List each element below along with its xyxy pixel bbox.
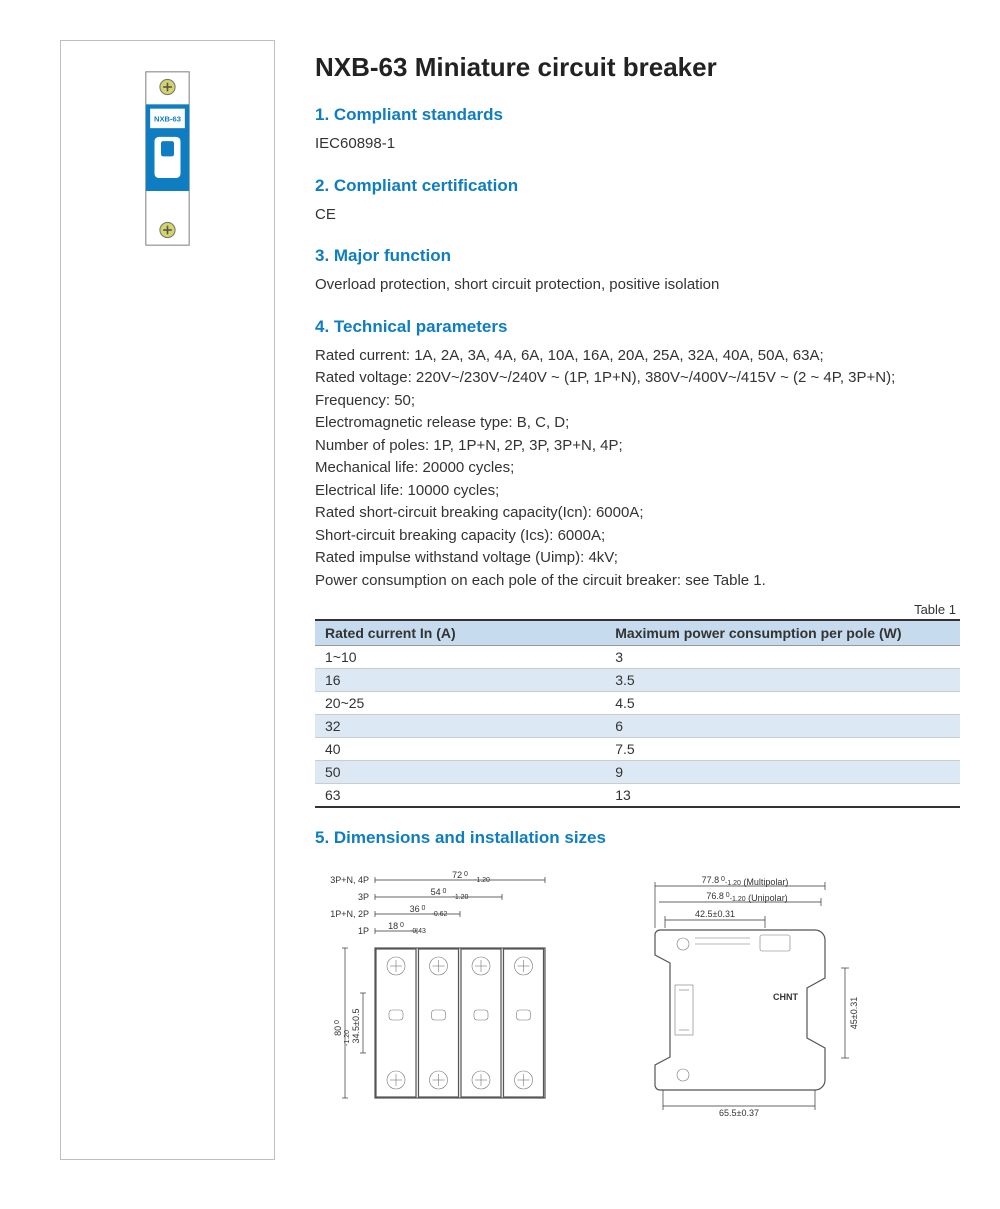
table-cell: 20~25 — [315, 692, 605, 715]
parameter-line: Rated impulse withstand voltage (Uimp): … — [315, 547, 960, 570]
parameter-line: Rated voltage: 220V~/230V~/240V ~ (1P, 1… — [315, 367, 960, 390]
svg-text:45±0.31: 45±0.31 — [849, 997, 859, 1029]
table-cell: 32 — [315, 715, 605, 738]
svg-text:3P: 3P — [358, 892, 369, 902]
sidebar: NXB-63 — [60, 40, 275, 1160]
svg-text:34.5±0.5: 34.5±0.5 — [351, 1009, 361, 1044]
svg-text:77.8 0-1.20 (Multipolar): 77.8 0-1.20 (Multipolar) — [702, 875, 789, 887]
table-cell: 6 — [605, 715, 960, 738]
table-row: 326 — [315, 715, 960, 738]
content: NXB-63 Miniature circuit breaker 1. Comp… — [315, 40, 960, 1160]
page-title: NXB-63 Miniature circuit breaker — [315, 52, 960, 83]
svg-text:-0.62: -0.62 — [432, 911, 448, 918]
table-cell: 40 — [315, 738, 605, 761]
table-cell: 7.5 — [605, 738, 960, 761]
standards-text: IEC60898-1 — [315, 133, 960, 156]
svg-text:80 0: 80 0 — [333, 1020, 343, 1036]
svg-text:76.8 0-1.20 (Unipolar): 76.8 0-1.20 (Unipolar) — [706, 891, 787, 903]
svg-text:-1.20: -1.20 — [344, 1030, 351, 1046]
parameter-line: Power consumption on each pole of the ci… — [315, 570, 960, 593]
table-cell: 13 — [605, 784, 960, 808]
table-cell: 4.5 — [605, 692, 960, 715]
svg-text:1P: 1P — [358, 926, 369, 936]
table-cell: 50 — [315, 761, 605, 784]
parameter-line: Mechanical life: 20000 cycles; — [315, 457, 960, 480]
parameter-line: Electrical life: 10000 cycles; — [315, 480, 960, 503]
side-view-diagram: 77.8 0-1.20 (Multipolar) 76.8 0-1.20 (Un… — [615, 868, 875, 1118]
parameter-line: Frequency: 50; — [315, 390, 960, 413]
section-heading-dimensions: 5. Dimensions and installation sizes — [315, 828, 960, 848]
parameters-block: Rated current: 1A, 2A, 3A, 4A, 6A, 10A, … — [315, 345, 960, 593]
table-cell: 63 — [315, 784, 605, 808]
svg-text:54 0: 54 0 — [431, 887, 447, 897]
front-view-diagram: 3P+N, 4P 72 0 -1.20 3P 54 0 -1.20 1P+N, 2P 36 0… — [315, 868, 575, 1118]
svg-text:-1.20: -1.20 — [453, 894, 469, 901]
table-cell: 9 — [605, 761, 960, 784]
svg-text:NXB-63: NXB-63 — [154, 115, 181, 124]
table-col-power: Maximum power consumption per pole (W) — [605, 620, 960, 646]
table-row: 407.5 — [315, 738, 960, 761]
dimension-diagrams: 3P+N, 4P 72 0 -1.20 3P 54 0 -1.20 1P+N, 2P 36 0… — [315, 868, 960, 1118]
svg-text:3P+N, 4P: 3P+N, 4P — [330, 875, 369, 885]
parameter-line: Short-circuit breaking capacity (Ics): 6… — [315, 525, 960, 548]
function-text: Overload protection, short circuit prote… — [315, 274, 960, 297]
section-heading-parameters: 4. Technical parameters — [315, 317, 960, 337]
product-image: NXB-63 — [135, 71, 200, 251]
table-row: 20~254.5 — [315, 692, 960, 715]
section-heading-function: 3. Major function — [315, 246, 960, 266]
svg-text:-0.43: -0.43 — [410, 928, 426, 935]
svg-text:-1.20: -1.20 — [474, 877, 490, 884]
section-heading-standards: 1. Compliant standards — [315, 105, 960, 125]
svg-text:CHNT: CHNT — [773, 992, 798, 1002]
table-cell: 3 — [605, 646, 960, 669]
svg-text:1P+N, 2P: 1P+N, 2P — [330, 909, 369, 919]
parameter-line: Number of poles: 1P, 1P+N, 2P, 3P, 3P+N,… — [315, 435, 960, 458]
certification-text: CE — [315, 204, 960, 227]
table-cell: 3.5 — [605, 669, 960, 692]
parameter-line: Electromagnetic release type: B, C, D; — [315, 412, 960, 435]
table-row: 6313 — [315, 784, 960, 808]
table-cell: 16 — [315, 669, 605, 692]
table-caption: Table 1 — [315, 602, 956, 617]
svg-text:65.5±0.37: 65.5±0.37 — [719, 1108, 759, 1118]
svg-text:72 0: 72 0 — [452, 870, 468, 880]
parameter-line: Rated short-circuit breaking capacity(Ic… — [315, 502, 960, 525]
section-heading-certification: 2. Compliant certification — [315, 176, 960, 196]
table-row: 163.5 — [315, 669, 960, 692]
svg-text:42.5±0.31: 42.5±0.31 — [695, 909, 735, 919]
table-col-current: Rated current In (A) — [315, 620, 605, 646]
table-cell: 1~10 — [315, 646, 605, 669]
power-consumption-table: Rated current In (A) Maximum power consu… — [315, 619, 960, 808]
svg-text:18 0: 18 0 — [388, 921, 404, 931]
svg-text:36 0: 36 0 — [410, 904, 426, 914]
parameter-line: Rated current: 1A, 2A, 3A, 4A, 6A, 10A, … — [315, 345, 960, 368]
table-row: 509 — [315, 761, 960, 784]
table-row: 1~103 — [315, 646, 960, 669]
